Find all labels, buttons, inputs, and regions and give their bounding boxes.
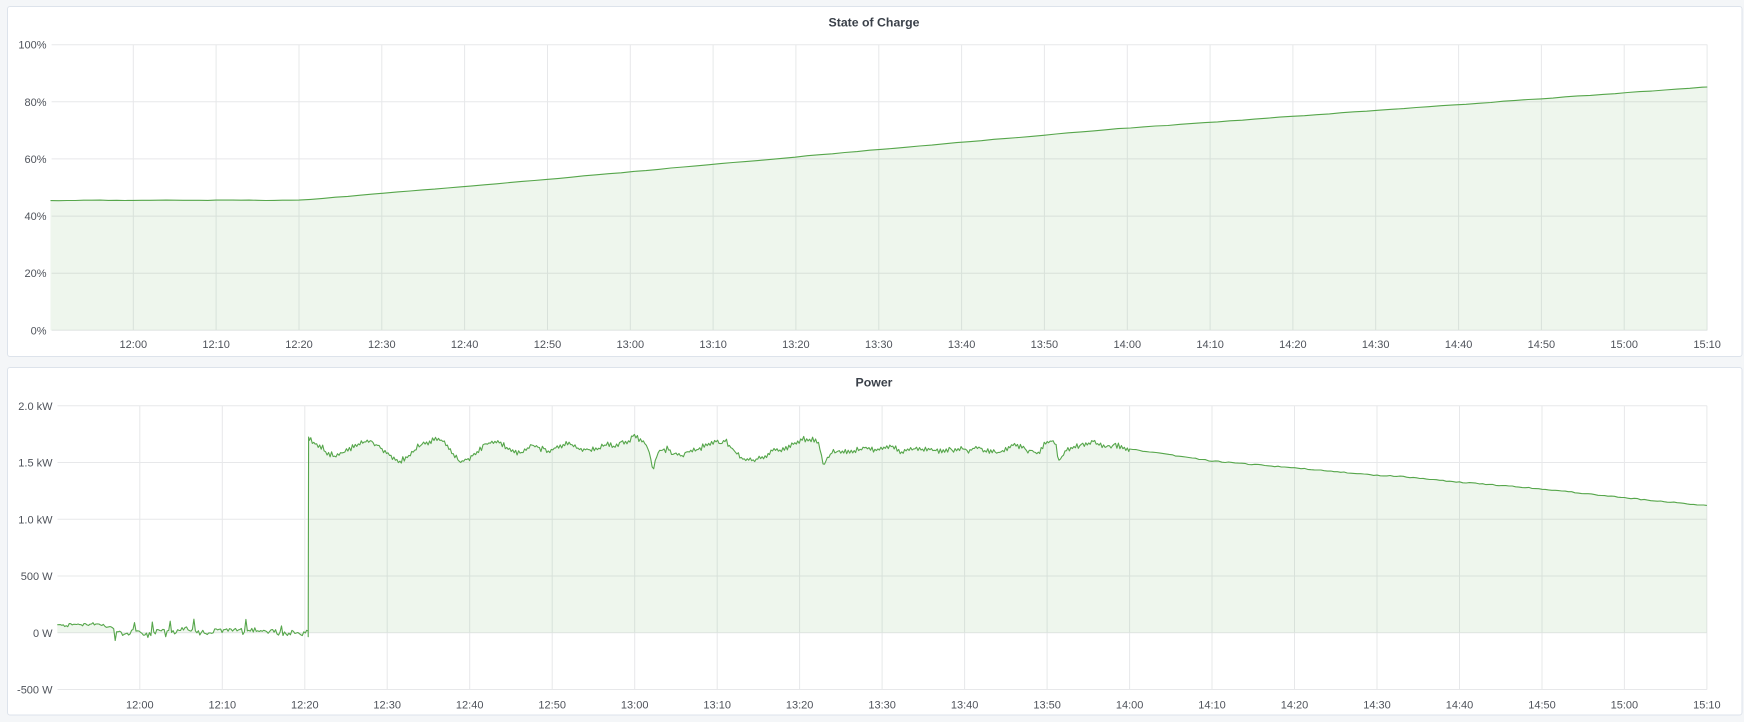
svg-text:500 W: 500 W [21,571,53,583]
svg-text:12:00: 12:00 [126,699,154,711]
svg-text:13:20: 13:20 [782,339,810,351]
svg-text:13:10: 13:10 [703,699,731,711]
svg-text:12:20: 12:20 [291,699,319,711]
svg-text:13:50: 13:50 [1033,699,1061,711]
svg-text:13:40: 13:40 [948,339,976,351]
svg-text:40%: 40% [24,211,46,223]
svg-text:12:10: 12:10 [202,339,230,351]
svg-text:2.0 kW: 2.0 kW [18,401,53,413]
svg-text:15:10: 15:10 [1693,699,1721,711]
svg-text:12:50: 12:50 [534,339,562,351]
svg-text:14:40: 14:40 [1445,339,1473,351]
svg-text:14:50: 14:50 [1528,699,1556,711]
svg-text:14:20: 14:20 [1281,699,1309,711]
svg-text:1.0 kW: 1.0 kW [18,514,53,526]
svg-text:15:10: 15:10 [1693,339,1721,351]
svg-text:13:00: 13:00 [617,339,645,351]
svg-text:12:00: 12:00 [120,339,148,351]
svg-text:14:50: 14:50 [1528,339,1556,351]
svg-text:12:30: 12:30 [368,339,396,351]
svg-text:100%: 100% [18,40,46,52]
svg-text:14:20: 14:20 [1279,339,1307,351]
svg-text:12:10: 12:10 [209,699,237,711]
svg-text:-500 W: -500 W [17,685,53,697]
svg-text:12:40: 12:40 [451,339,479,351]
svg-text:13:50: 13:50 [1031,339,1059,351]
svg-text:1.5 kW: 1.5 kW [18,458,53,470]
svg-text:14:10: 14:10 [1196,339,1224,351]
svg-text:80%: 80% [24,97,46,109]
svg-text:12:30: 12:30 [373,699,401,711]
svg-text:0 W: 0 W [33,628,53,640]
svg-text:13:20: 13:20 [786,699,814,711]
svg-text:14:00: 14:00 [1116,699,1144,711]
svg-text:13:00: 13:00 [621,699,649,711]
svg-text:0%: 0% [31,325,47,337]
svg-text:15:00: 15:00 [1610,339,1638,351]
svg-text:14:00: 14:00 [1114,339,1142,351]
svg-text:13:30: 13:30 [868,699,896,711]
svg-text:12:20: 12:20 [285,339,313,351]
svg-text:13:40: 13:40 [951,699,979,711]
svg-text:14:30: 14:30 [1362,339,1390,351]
svg-text:12:50: 12:50 [538,699,566,711]
svg-text:60%: 60% [24,154,46,166]
svg-text:14:10: 14:10 [1198,699,1226,711]
svg-text:13:10: 13:10 [699,339,727,351]
svg-text:12:40: 12:40 [456,699,484,711]
svg-text:14:40: 14:40 [1446,699,1474,711]
svg-text:State of Charge: State of Charge [829,16,920,30]
svg-text:20%: 20% [24,268,46,280]
svg-text:15:00: 15:00 [1611,699,1639,711]
svg-text:Power: Power [856,376,893,390]
svg-text:14:30: 14:30 [1363,699,1391,711]
svg-text:13:30: 13:30 [865,339,893,351]
